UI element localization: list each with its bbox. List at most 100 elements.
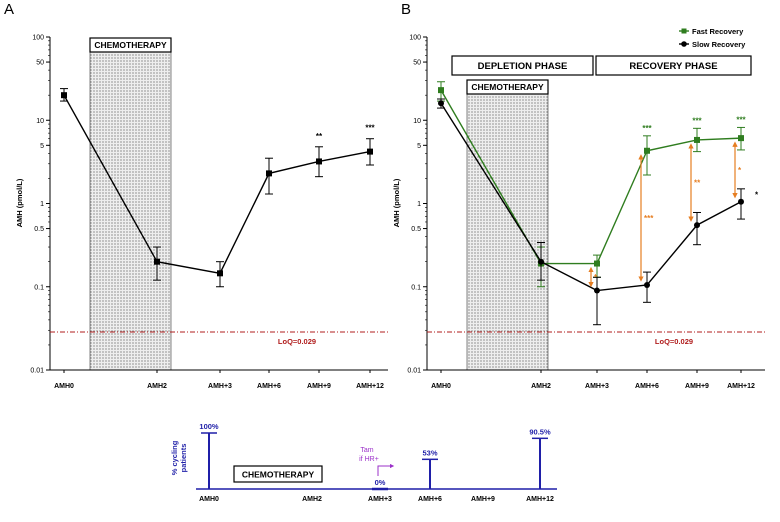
- y-tick-label: 0.5: [411, 226, 421, 233]
- data-point: [738, 135, 744, 142]
- cycling-value-label: 0%: [375, 478, 386, 487]
- slow-recovery-significance: *: [755, 191, 759, 200]
- y-tick-label: 5: [417, 143, 421, 150]
- x-tick-label: AMH+6: [257, 383, 281, 390]
- data-point: [316, 158, 322, 165]
- y-axis-label-line-2: patients: [179, 444, 188, 473]
- panel-label-a: A: [4, 1, 14, 18]
- significance-marker: ***: [642, 124, 652, 133]
- x-tick-label: AMH+3: [208, 383, 232, 390]
- y-axis-label: AMH (pmol/L): [15, 178, 24, 227]
- cycling-value-label: 90.5%: [529, 427, 551, 436]
- x-tick-label: AMH+9: [471, 496, 495, 503]
- cycling-value-label: 100%: [199, 422, 219, 431]
- series-line: [63, 94, 371, 275]
- chemotherapy-label: CHEMOTHERAPY: [242, 470, 315, 480]
- y-tick-label: 10: [36, 118, 44, 125]
- x-tick-label: AMH+9: [685, 383, 709, 390]
- x-tick-label: AMH+9: [307, 383, 331, 390]
- recovery-phase-box: [595, 55, 752, 76]
- y-tick-label: 0.5: [34, 226, 44, 233]
- legend-marker-fast: [681, 28, 687, 34]
- panel-b-chart: CHEMOTHERAPY DEPLETION PHASE RECOVERY PH…: [392, 27, 765, 390]
- x-tick-label: AMH+12: [356, 383, 384, 390]
- y-tick-label: 100: [409, 35, 421, 42]
- bar-group: 100% 0% 53% 90.5%: [199, 422, 551, 491]
- series-line: [440, 102, 742, 292]
- loq-label: LoQ=0.029: [278, 337, 316, 346]
- x-tick-label: AMH2: [531, 383, 551, 390]
- x-tick-label: AMH2: [302, 496, 322, 503]
- x-tick-label: AMH+3: [368, 496, 392, 503]
- x-tick-label: AMH0: [199, 496, 219, 503]
- series-group: *****: [60, 88, 376, 288]
- data-point: [694, 136, 700, 143]
- x-tick-label: AMH+3: [585, 383, 609, 390]
- x-tick-label: AMH0: [54, 383, 74, 390]
- data-point: [154, 258, 160, 265]
- x-ticks: AMH0 AMH2 AMH+3 AMH+6 AMH+9 AMH+12: [431, 370, 755, 390]
- x-tick-label: AMH+6: [635, 383, 659, 390]
- data-point: [694, 222, 700, 229]
- legend-marker-slow: [681, 41, 687, 47]
- chemotherapy-label: CHEMOTHERAPY: [94, 40, 167, 50]
- cycling-value-label: 53%: [422, 448, 437, 457]
- y-tick-label: 1: [417, 201, 421, 208]
- data-point: [738, 198, 744, 205]
- y-tick-label: 0.1: [411, 284, 421, 291]
- depletion-phase-label: DEPLETION PHASE: [478, 61, 568, 72]
- tamoxifen-arrow: [377, 463, 395, 476]
- chemotherapy-label: CHEMOTHERAPY: [471, 82, 544, 92]
- significance-marker: ***: [365, 124, 375, 133]
- y-tick-label: 0.1: [34, 284, 44, 291]
- chemotherapy-box: [466, 79, 549, 95]
- significance-marker: **: [316, 132, 323, 141]
- legend: Fast Recovery Slow Recovery: [679, 27, 746, 49]
- x-ticks: AMH0 AMH2 AMH+3 AMH+6 AMH+9 AMH+12: [54, 370, 384, 390]
- chemotherapy-box: [89, 37, 172, 53]
- y-ticks: 0.01 0.1 0.5 1 5 10 50 100: [407, 35, 427, 375]
- y-tick-label: 50: [413, 60, 421, 67]
- significance-marker: ***: [736, 115, 746, 124]
- y-axis-label: AMH (pmol/L): [392, 178, 401, 227]
- x-ticks: AMH0 AMH2 AMH+3 AMH+6 AMH+9 AMH+12: [199, 496, 554, 503]
- data-point: [594, 287, 600, 294]
- chemotherapy-shaded-period: [466, 93, 549, 371]
- data-point: [61, 92, 67, 99]
- depletion-phase-box: [451, 55, 594, 76]
- between-group-significance: **: [694, 179, 701, 188]
- y-tick-label: 0.01: [407, 368, 421, 375]
- x-tick-label: AMH+12: [526, 496, 554, 503]
- hr-condition-label: if HR+: [359, 456, 379, 463]
- recovery-phase-label: RECOVERY PHASE: [629, 61, 717, 72]
- y-ticks: 0.01 0.1 0.5 1 5 10 50 100: [30, 35, 50, 375]
- legend-label-fast: Fast Recovery: [692, 27, 744, 36]
- data-point: [438, 87, 444, 94]
- tam-label: Tam: [360, 447, 373, 454]
- panel-c-chart: % cycling patients CHEMOTHERAPY Tam if H…: [170, 422, 557, 503]
- y-axis-label-line-1: % cycling: [170, 440, 179, 475]
- between-group-significance: *: [738, 166, 742, 175]
- series-group: [437, 81, 745, 326]
- chemotherapy-shaded-period: [89, 51, 172, 371]
- legend-label-slow: Slow Recovery: [692, 40, 746, 49]
- panel-label-b: B: [401, 1, 411, 18]
- data-point: [538, 258, 544, 265]
- x-tick-label: AMH0: [431, 383, 451, 390]
- x-tick-label: AMH2: [147, 383, 167, 390]
- y-tick-label: 50: [36, 60, 44, 67]
- y-tick-label: 10: [413, 118, 421, 125]
- significance-marker: ***: [692, 116, 702, 125]
- between-group-significance: *: [594, 273, 598, 282]
- panel-a-chart: CHEMOTHERAPY LoQ=0.029 AMH (pmol/L) 0.01…: [15, 35, 388, 390]
- data-point: [644, 147, 650, 154]
- between-group-significance: ***: [644, 214, 654, 223]
- data-point: [594, 260, 600, 267]
- y-tick-label: 100: [32, 35, 44, 42]
- loq-label: LoQ=0.029: [655, 337, 693, 346]
- data-point: [217, 270, 223, 277]
- y-tick-label: 5: [40, 143, 44, 150]
- data-point: [644, 281, 650, 288]
- data-point: [367, 148, 373, 155]
